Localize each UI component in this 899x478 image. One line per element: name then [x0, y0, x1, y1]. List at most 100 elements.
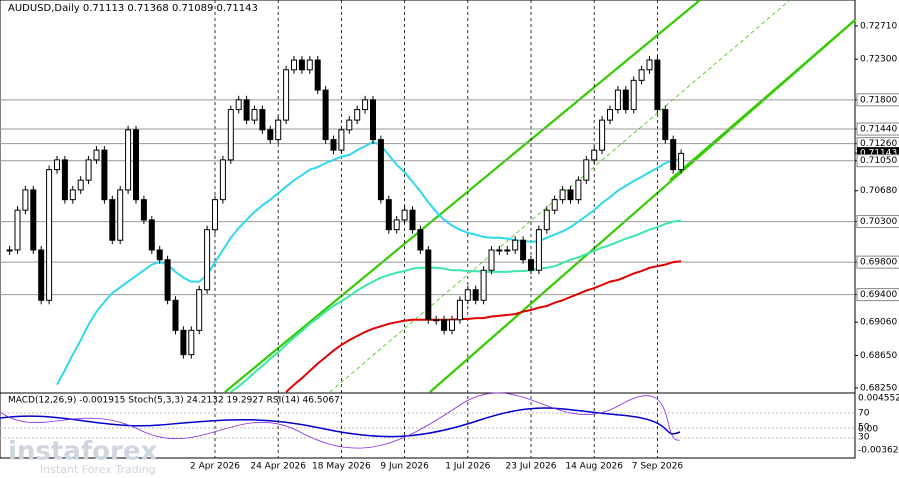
candle	[622, 89, 629, 111]
candle	[204, 229, 211, 291]
x-tick-label: 7 Sep 2026	[632, 462, 684, 472]
candle	[30, 189, 37, 251]
candle	[409, 209, 416, 231]
candle	[156, 249, 163, 261]
candle	[496, 249, 503, 252]
candle	[227, 109, 234, 161]
x-tick-label: 24 Apr 2026	[250, 462, 306, 472]
indicator-legend: MACD(12,26,9) -0.001915 Stoch(5,3,3) 24.…	[8, 396, 340, 406]
candle	[646, 59, 653, 71]
candle	[670, 139, 677, 171]
y-tick-label: 0.69060	[860, 318, 897, 328]
indicator-tick-label: -0.003621	[858, 446, 899, 456]
candle	[575, 179, 582, 201]
candle	[38, 249, 45, 301]
candle	[243, 99, 250, 121]
candle	[607, 109, 613, 121]
candle	[535, 229, 542, 271]
level-box	[856, 288, 899, 302]
candle	[488, 249, 495, 271]
y-tick-label: 0.71260	[860, 139, 897, 149]
candle	[630, 79, 637, 111]
candle	[441, 319, 448, 331]
candle	[235, 99, 242, 111]
indicator-tick-label: 70	[858, 409, 870, 419]
candle	[433, 319, 440, 322]
candle	[528, 259, 534, 271]
candle	[314, 59, 321, 91]
x-tick-label: 2 Apr 2026	[190, 462, 240, 472]
candle	[591, 149, 598, 161]
x-tick-label: 14 Aug 2026	[565, 462, 623, 472]
candle	[298, 59, 305, 71]
candle	[385, 199, 392, 231]
candle	[172, 299, 179, 331]
level-box	[856, 215, 899, 229]
candle	[449, 319, 455, 331]
candle	[125, 129, 132, 191]
level-box	[856, 93, 899, 107]
candle	[85, 159, 92, 181]
candle	[330, 139, 337, 151]
watermark-sub: Instant Forex Trading	[40, 463, 156, 476]
candle	[377, 139, 384, 201]
x-tick-label: 18 May 2026	[312, 462, 371, 472]
candle	[283, 69, 290, 121]
moving-average	[56, 140, 682, 386]
y-tick-label: 0.68250	[860, 383, 897, 393]
candle	[504, 249, 511, 252]
chart-title: AUDUSD,Daily 0.71113 0.71368 0.71089 0.7…	[8, 3, 258, 14]
candle	[46, 169, 53, 301]
x-tick-label: 1 Jul 2026	[445, 462, 490, 472]
candle	[188, 329, 195, 356]
y-tick-label: 0.72300	[860, 55, 897, 65]
candle	[77, 179, 84, 191]
candle	[251, 109, 258, 121]
indicator-tick-label: 30	[858, 433, 870, 443]
candle	[614, 89, 621, 111]
candle	[306, 59, 313, 71]
candle	[322, 89, 329, 141]
candle	[133, 129, 139, 201]
candle	[472, 289, 479, 301]
candle	[101, 149, 108, 201]
level-box	[856, 122, 899, 136]
candle	[338, 129, 345, 151]
candle	[346, 119, 353, 131]
y-tick-label: 0.71800	[860, 95, 897, 105]
candle	[583, 159, 590, 181]
y-tick-label: 0.71440	[860, 125, 897, 135]
y-tick-label: 0.71143	[860, 149, 897, 159]
candle	[512, 239, 519, 251]
candle	[54, 159, 60, 171]
candle	[93, 149, 100, 161]
candle	[599, 119, 606, 151]
candle	[638, 69, 645, 81]
candle	[543, 209, 550, 231]
indicator-tick-label: 50	[858, 423, 870, 433]
candle	[109, 199, 116, 241]
candle	[180, 329, 187, 356]
candle	[267, 129, 274, 141]
candle	[417, 229, 424, 251]
y-tick-label: 0.69400	[860, 290, 897, 300]
candle	[370, 99, 376, 141]
candle	[401, 209, 408, 221]
candle	[14, 209, 21, 251]
x-tick-label: 9 Jun 2026	[380, 462, 429, 472]
plot-frame	[0, 0, 856, 459]
candle	[362, 99, 369, 111]
indicator-tick-label: 0.004552	[858, 394, 899, 404]
y-tick-label: 0.72710	[860, 21, 897, 31]
candle	[61, 159, 68, 201]
x-tick-label: 23 Jul 2026	[506, 462, 557, 472]
candle	[275, 119, 282, 141]
candle	[425, 249, 432, 321]
moving-average	[285, 260, 682, 393]
y-tick-label: 0.70300	[860, 217, 897, 227]
indicator-panel	[0, 392, 855, 449]
y-tick-label: 0.68650	[860, 351, 897, 361]
candle	[393, 219, 400, 231]
candle	[480, 269, 487, 301]
